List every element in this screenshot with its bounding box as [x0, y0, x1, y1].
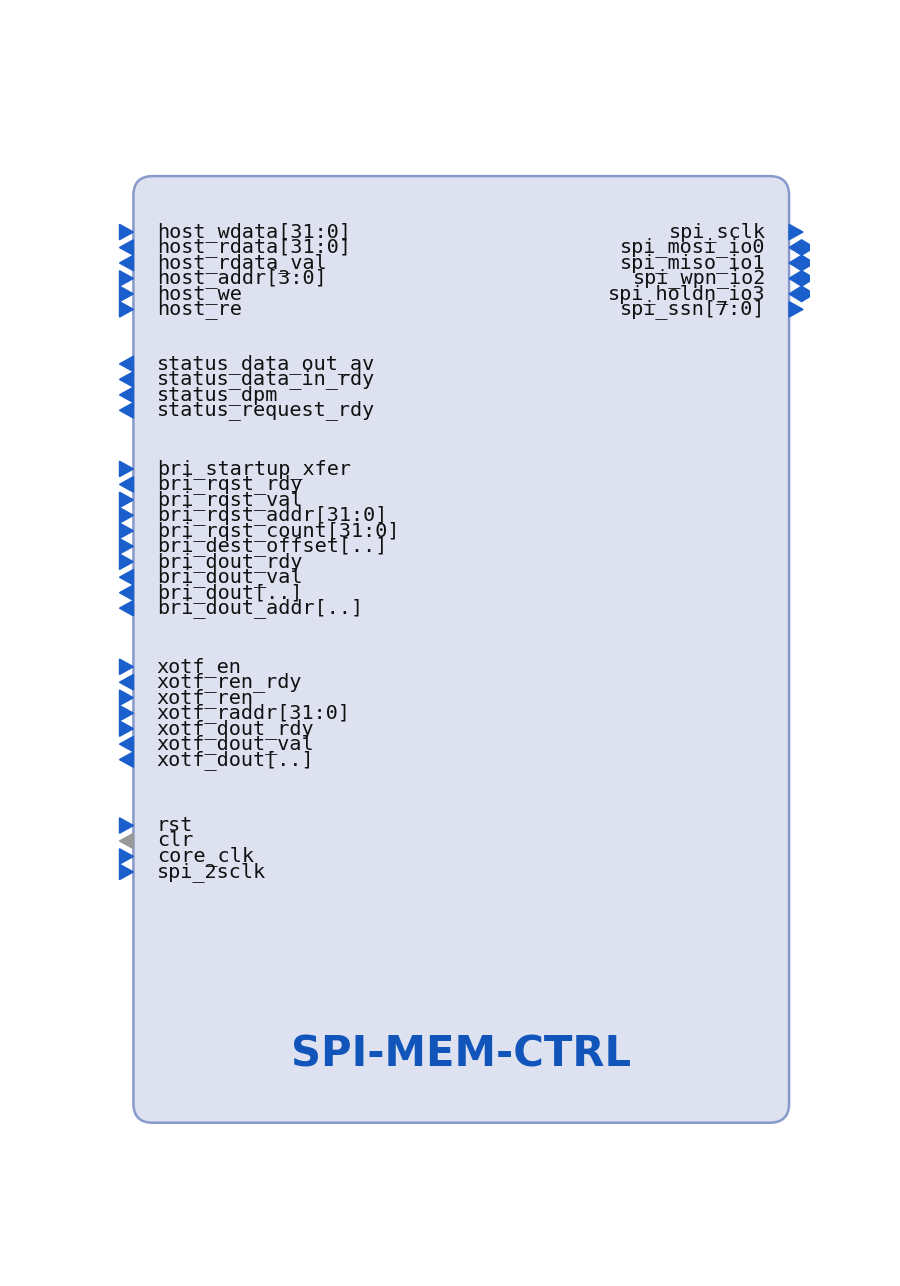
- Text: host_re: host_re: [157, 300, 241, 319]
- Text: status_data_in_rdy: status_data_in_rdy: [157, 369, 375, 390]
- Polygon shape: [789, 224, 803, 239]
- Polygon shape: [120, 601, 133, 616]
- Text: spi_miso_io1: spi_miso_io1: [620, 253, 766, 273]
- Polygon shape: [120, 372, 133, 387]
- Text: SPI-MEM-CTRL: SPI-MEM-CTRL: [292, 1034, 631, 1075]
- Text: xotf_dout_val: xotf_dout_val: [157, 734, 314, 754]
- Text: host_we: host_we: [157, 284, 241, 303]
- Text: spi_holdn_io3: spi_holdn_io3: [608, 284, 766, 303]
- Polygon shape: [789, 287, 814, 302]
- Polygon shape: [120, 403, 133, 418]
- Text: bri_rqst_count[31:0]: bri_rqst_count[31:0]: [157, 521, 400, 541]
- Polygon shape: [789, 255, 814, 270]
- Text: clr: clr: [157, 832, 194, 850]
- Polygon shape: [120, 539, 133, 554]
- Polygon shape: [120, 864, 133, 880]
- Text: xotf_ren: xotf_ren: [157, 688, 254, 707]
- Text: xotf_raddr[31:0]: xotf_raddr[31:0]: [157, 703, 351, 723]
- Polygon shape: [120, 239, 133, 255]
- Text: rst: rst: [157, 817, 194, 835]
- Text: bri_rqst_addr[31:0]: bri_rqst_addr[31:0]: [157, 505, 387, 525]
- Text: host_rdata[31:0]: host_rdata[31:0]: [157, 238, 351, 257]
- Text: status_data_out_av: status_data_out_av: [157, 354, 375, 374]
- Polygon shape: [120, 833, 133, 849]
- Text: bri_dout_addr[..]: bri_dout_addr[..]: [157, 598, 363, 619]
- Polygon shape: [120, 554, 133, 570]
- Polygon shape: [120, 691, 133, 706]
- Text: xotf_ren_rdy: xotf_ren_rdy: [157, 673, 302, 692]
- Polygon shape: [120, 752, 133, 768]
- Polygon shape: [120, 675, 133, 691]
- Polygon shape: [120, 255, 133, 270]
- Text: spi_2sclk: spi_2sclk: [157, 862, 266, 882]
- Polygon shape: [120, 570, 133, 585]
- Text: bri_dout_rdy: bri_dout_rdy: [157, 552, 302, 572]
- Text: status_request_rdy: status_request_rdy: [157, 400, 375, 421]
- Text: core_clk: core_clk: [157, 846, 254, 867]
- Polygon shape: [120, 818, 133, 833]
- Text: bri_dout_val: bri_dout_val: [157, 567, 302, 588]
- Text: host_wdata[31:0]: host_wdata[31:0]: [157, 222, 351, 242]
- Polygon shape: [120, 493, 133, 508]
- Text: bri_dest_offset[..]: bri_dest_offset[..]: [157, 536, 387, 557]
- Text: status_dpm: status_dpm: [157, 385, 278, 405]
- Text: host_rdata_val: host_rdata_val: [157, 253, 327, 273]
- Polygon shape: [120, 523, 133, 539]
- Polygon shape: [120, 356, 133, 372]
- Text: host_addr[3:0]: host_addr[3:0]: [157, 269, 327, 288]
- Polygon shape: [120, 721, 133, 737]
- Text: xotf_en: xotf_en: [157, 657, 241, 676]
- Polygon shape: [120, 462, 133, 477]
- Text: bri_rqst_rdy: bri_rqst_rdy: [157, 475, 302, 494]
- Polygon shape: [789, 271, 814, 287]
- Polygon shape: [120, 658, 133, 674]
- Text: bri_rqst_val: bri_rqst_val: [157, 490, 302, 509]
- Polygon shape: [120, 737, 133, 752]
- Polygon shape: [120, 706, 133, 721]
- Polygon shape: [120, 271, 133, 287]
- Text: spi_wpn_io2: spi_wpn_io2: [633, 269, 766, 288]
- Polygon shape: [120, 287, 133, 302]
- Text: spi_ssn[7:0]: spi_ssn[7:0]: [620, 300, 766, 319]
- Polygon shape: [120, 387, 133, 403]
- Polygon shape: [789, 239, 814, 255]
- Text: bri_dout[..]: bri_dout[..]: [157, 583, 302, 603]
- Polygon shape: [120, 477, 133, 493]
- Polygon shape: [120, 508, 133, 523]
- Text: bri_startup_xfer: bri_startup_xfer: [157, 459, 351, 478]
- Polygon shape: [120, 585, 133, 601]
- Polygon shape: [120, 849, 133, 864]
- Polygon shape: [120, 224, 133, 239]
- Polygon shape: [789, 302, 803, 318]
- Text: xotf_dout[..]: xotf_dout[..]: [157, 750, 314, 769]
- Text: xotf_dout_rdy: xotf_dout_rdy: [157, 719, 314, 738]
- FancyBboxPatch shape: [133, 176, 789, 1123]
- Text: spi_sclk: spi_sclk: [669, 222, 766, 242]
- Text: spi_mosi_io0: spi_mosi_io0: [620, 238, 766, 257]
- Polygon shape: [120, 302, 133, 318]
